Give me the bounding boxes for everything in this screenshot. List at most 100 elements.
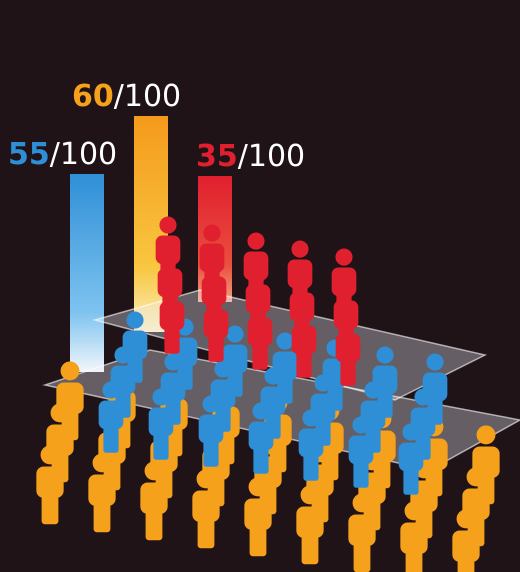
person-head [466,467,486,487]
person-body [298,428,324,458]
person-icon [88,453,116,533]
person-head [50,403,70,423]
person-head [164,353,182,371]
person-head [159,216,177,234]
person-icon [198,395,224,467]
person-legs [303,452,319,481]
value-label-number: 55 [8,137,50,172]
person-body [400,522,428,554]
person-legs [253,445,269,474]
person-head [207,290,225,308]
person-body [198,414,224,444]
person-legs [403,466,419,495]
person-icon [247,298,273,370]
person-legs [353,459,369,488]
person-head [102,381,120,399]
person-icon [291,306,317,378]
person-icon [348,493,376,572]
value-label: 55/100 [8,137,117,172]
person-head [40,445,60,465]
person-head [335,248,353,266]
person-head [264,367,282,385]
person-body [36,466,64,498]
person-icon [452,509,480,572]
person-icon [348,416,374,488]
person-legs [153,431,169,460]
person-legs [301,532,319,565]
person-head [247,232,265,250]
person-head [205,257,223,275]
person-head [161,249,179,267]
person-head [114,346,132,364]
person-body [348,435,374,465]
person-head [402,423,420,441]
person-body [296,506,324,538]
person-legs [296,349,312,378]
value-label-total: /100 [114,79,181,114]
person-head [248,477,268,497]
person-head [314,374,332,392]
person-head [226,325,244,343]
person-head [251,298,269,316]
person-legs [457,556,475,572]
person-legs [164,325,180,354]
person-head [144,461,164,481]
person-legs [249,524,267,557]
person-body [247,317,273,347]
person-body [203,309,229,339]
person-head [163,282,181,300]
person-head [426,353,444,371]
value-label-total: /100 [238,139,305,174]
person-legs [41,492,59,525]
person-legs [405,548,423,572]
person-body [452,530,480,562]
person-head [249,265,267,283]
person-legs [197,516,215,549]
person-head [293,273,311,291]
person-head [92,453,112,473]
person-icon [298,409,324,481]
person-head [152,388,170,406]
value-label: 60/100 [72,79,181,114]
person-legs [340,357,356,386]
person-body [192,490,220,522]
value-label: 35/100 [196,139,305,174]
person-icon [335,314,361,386]
person-legs [203,438,219,467]
person-head [300,485,320,505]
person-head [291,240,309,258]
person-body [248,421,274,451]
person-head [339,314,357,332]
bar [70,174,104,372]
person-body [291,325,317,355]
person-icon [159,282,185,354]
person-body [398,442,424,472]
person-legs [145,508,163,541]
person-head [203,224,221,242]
person-icon [192,469,220,549]
person-head [126,311,144,329]
person-icon [296,485,324,565]
person-legs [252,341,268,370]
person-head [60,361,80,381]
person-icon [98,381,124,453]
person-head [337,281,355,299]
person-head [476,425,496,445]
person-icon [400,501,428,572]
person-head [214,360,232,378]
person-icon [36,445,64,525]
person-head [352,416,370,434]
person-legs [208,333,224,362]
person-body [244,498,272,530]
person-head [352,493,372,513]
person-head [376,346,394,364]
person-icon [203,290,229,362]
person-head [364,381,382,399]
person-icon [398,423,424,495]
person-body [348,514,376,546]
person-head [202,395,220,413]
value-label-number: 35 [196,139,238,174]
